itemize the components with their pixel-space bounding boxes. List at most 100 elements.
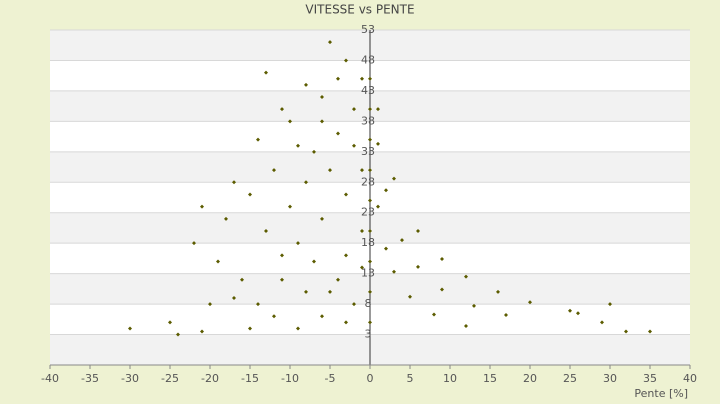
point xyxy=(336,76,340,81)
point xyxy=(368,320,372,325)
y-tick-label: 8 xyxy=(365,297,372,310)
point xyxy=(304,289,308,294)
point xyxy=(368,289,372,294)
point xyxy=(368,198,372,203)
point xyxy=(176,332,180,337)
x-tick-label: -10 xyxy=(281,372,299,385)
point xyxy=(248,192,252,197)
point xyxy=(256,137,260,142)
x-axis-title: Pente [%] xyxy=(634,387,688,400)
point xyxy=(648,329,652,334)
point xyxy=(368,259,372,264)
y-tick-label: 38 xyxy=(361,114,375,127)
point xyxy=(368,107,372,112)
point xyxy=(312,149,316,154)
x-tick-label: 30 xyxy=(603,372,617,385)
y-tick-label: 23 xyxy=(361,206,375,219)
point xyxy=(528,300,532,305)
point xyxy=(368,229,372,233)
point xyxy=(576,311,580,316)
point xyxy=(320,119,324,124)
x-tick-label: -15 xyxy=(241,372,259,385)
point xyxy=(256,302,260,307)
point xyxy=(304,180,308,185)
point xyxy=(320,216,324,221)
y-tick-label: 43 xyxy=(361,84,375,97)
point xyxy=(200,329,204,334)
point xyxy=(496,289,500,294)
point xyxy=(248,326,252,331)
point xyxy=(328,40,332,45)
point xyxy=(400,238,404,243)
point xyxy=(312,259,316,264)
point xyxy=(376,141,380,146)
y-tick-label: 18 xyxy=(361,236,375,249)
point xyxy=(392,176,396,181)
point xyxy=(272,314,276,319)
x-tick-label: -25 xyxy=(161,372,179,385)
x-tick-label: 40 xyxy=(683,372,697,385)
x-tick-label: 10 xyxy=(443,372,457,385)
point xyxy=(168,320,172,325)
point xyxy=(344,58,348,63)
point xyxy=(376,107,380,112)
point xyxy=(376,204,380,209)
point xyxy=(288,119,292,124)
point xyxy=(296,143,300,148)
point xyxy=(232,296,236,300)
point xyxy=(344,253,348,258)
point xyxy=(608,302,612,307)
x-tick-label: -20 xyxy=(201,372,219,385)
point xyxy=(360,229,364,233)
point xyxy=(264,70,268,75)
x-tick-label: 35 xyxy=(643,372,657,385)
point xyxy=(328,289,332,294)
point xyxy=(464,274,468,279)
chart-title: VITESSE vs PENTE xyxy=(305,3,414,17)
x-tick-label: -30 xyxy=(121,372,139,385)
point xyxy=(408,294,412,299)
point xyxy=(440,257,444,262)
point xyxy=(392,269,396,274)
point xyxy=(352,143,356,148)
x-tick-label: 25 xyxy=(563,372,577,385)
point xyxy=(264,229,268,233)
point xyxy=(352,302,356,307)
point xyxy=(280,107,284,112)
point xyxy=(296,326,300,331)
point xyxy=(336,131,340,136)
point xyxy=(320,95,324,99)
point xyxy=(336,277,340,282)
point xyxy=(128,326,132,331)
point xyxy=(200,204,204,209)
x-tick-label: -40 xyxy=(41,372,59,385)
point xyxy=(384,246,388,251)
x-tick-label: 20 xyxy=(523,372,537,385)
y-tick-label: 33 xyxy=(361,145,375,158)
x-tick-label: -35 xyxy=(81,372,99,385)
point xyxy=(280,277,284,282)
point xyxy=(384,188,388,193)
point xyxy=(320,314,324,319)
y-tick-label: 53 xyxy=(361,23,375,36)
point xyxy=(504,313,508,318)
point xyxy=(416,264,420,269)
point xyxy=(328,168,332,173)
y-tick-label: 48 xyxy=(361,53,375,66)
point xyxy=(208,302,212,307)
x-tick-label: 5 xyxy=(407,372,414,385)
point xyxy=(600,320,604,325)
point xyxy=(360,76,364,81)
x-tick-label: 15 xyxy=(483,372,497,385)
point xyxy=(368,76,372,81)
point xyxy=(464,324,468,329)
point xyxy=(624,329,628,334)
point xyxy=(272,168,276,173)
point xyxy=(344,192,348,197)
point xyxy=(368,137,372,142)
point xyxy=(368,168,372,173)
point xyxy=(192,241,196,246)
point xyxy=(432,312,436,317)
